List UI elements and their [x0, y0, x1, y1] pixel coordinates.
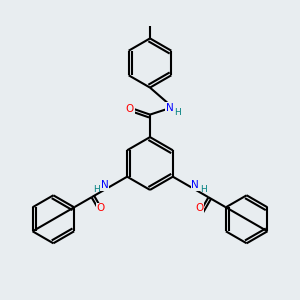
Text: N: N: [191, 180, 199, 190]
Text: N: N: [166, 103, 173, 113]
Text: H: H: [174, 108, 181, 117]
Text: N: N: [101, 180, 109, 190]
Text: O: O: [126, 103, 134, 114]
Text: O: O: [97, 203, 105, 213]
Text: O: O: [195, 203, 203, 213]
Text: H: H: [93, 184, 100, 194]
Text: H: H: [200, 184, 207, 194]
